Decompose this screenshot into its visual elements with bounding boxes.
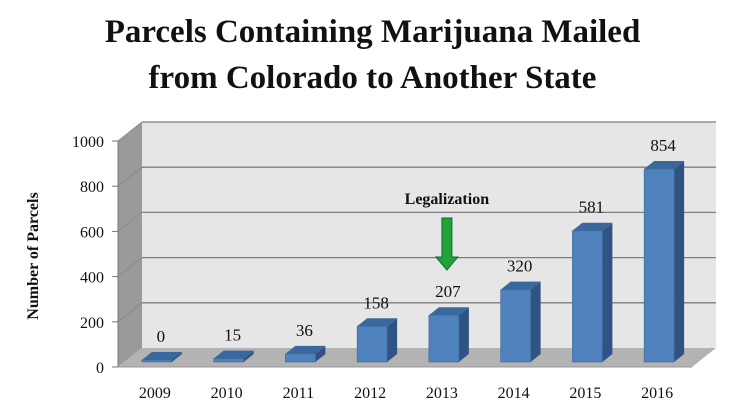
bar-top bbox=[500, 281, 541, 290]
y-axis-label: Number of Parcels bbox=[25, 192, 42, 319]
x-tick-label: 2011 bbox=[283, 385, 314, 402]
back-wall bbox=[142, 122, 716, 348]
chart-title-line-2: from Colorado to Another State bbox=[148, 60, 597, 96]
data-label: 581 bbox=[579, 198, 605, 217]
x-tick-label: 2013 bbox=[426, 385, 458, 402]
bar bbox=[500, 289, 531, 363]
gridline-side bbox=[117, 212, 143, 232]
y-tick-label: 200 bbox=[80, 315, 104, 332]
data-label: 158 bbox=[363, 293, 389, 312]
gridline-side bbox=[117, 257, 143, 277]
x-tick-label: 2010 bbox=[211, 385, 243, 402]
data-label: 207 bbox=[435, 282, 461, 301]
side-wall bbox=[118, 122, 142, 367]
bar-side bbox=[674, 160, 685, 362]
bar bbox=[643, 168, 675, 363]
bar-side bbox=[530, 281, 541, 362]
bar-side bbox=[387, 318, 398, 362]
bar-top bbox=[357, 318, 398, 327]
gridline-side bbox=[117, 121, 143, 142]
bar-side bbox=[458, 307, 469, 362]
data-label: 15 bbox=[224, 326, 241, 345]
y-tick-label: 0 bbox=[96, 360, 104, 377]
bar-top bbox=[141, 352, 182, 360]
x-tick-label: 2014 bbox=[498, 385, 530, 402]
y-tick-label: 1000 bbox=[72, 134, 104, 151]
data-label: 36 bbox=[296, 321, 313, 340]
bar bbox=[285, 353, 316, 363]
down-arrow-icon bbox=[434, 217, 459, 271]
bar bbox=[428, 314, 460, 363]
bar-top bbox=[428, 307, 469, 316]
bar-side bbox=[243, 350, 254, 362]
x-tick-label: 2015 bbox=[569, 385, 601, 402]
bar-side bbox=[315, 345, 326, 362]
bar-top bbox=[213, 350, 254, 359]
x-tick-label: 2016 bbox=[641, 385, 673, 402]
chart-title-line-1: Parcels Containing Marijuana Mailed bbox=[104, 14, 641, 50]
bar-side bbox=[602, 222, 613, 362]
annotation-label: Legalization bbox=[405, 191, 490, 208]
x-tick-label: 2012 bbox=[354, 385, 386, 402]
y-tick-label: 400 bbox=[80, 270, 104, 287]
bar-top bbox=[572, 222, 613, 231]
data-label: 854 bbox=[650, 136, 676, 155]
data-label: 0 bbox=[157, 327, 166, 346]
x-tick-label: 2009 bbox=[139, 385, 171, 402]
bar bbox=[356, 325, 388, 363]
floor bbox=[118, 348, 716, 367]
data-label: 320 bbox=[507, 257, 533, 276]
bar-top bbox=[285, 345, 326, 354]
bar-side bbox=[171, 352, 182, 362]
y-tick-label: 800 bbox=[80, 179, 104, 196]
bar bbox=[213, 358, 244, 363]
bar bbox=[141, 359, 173, 363]
bar-top bbox=[644, 160, 685, 169]
gridline-side bbox=[117, 166, 143, 187]
bar bbox=[572, 230, 603, 363]
gridline-side bbox=[117, 302, 143, 323]
y-tick-label: 600 bbox=[80, 224, 104, 241]
